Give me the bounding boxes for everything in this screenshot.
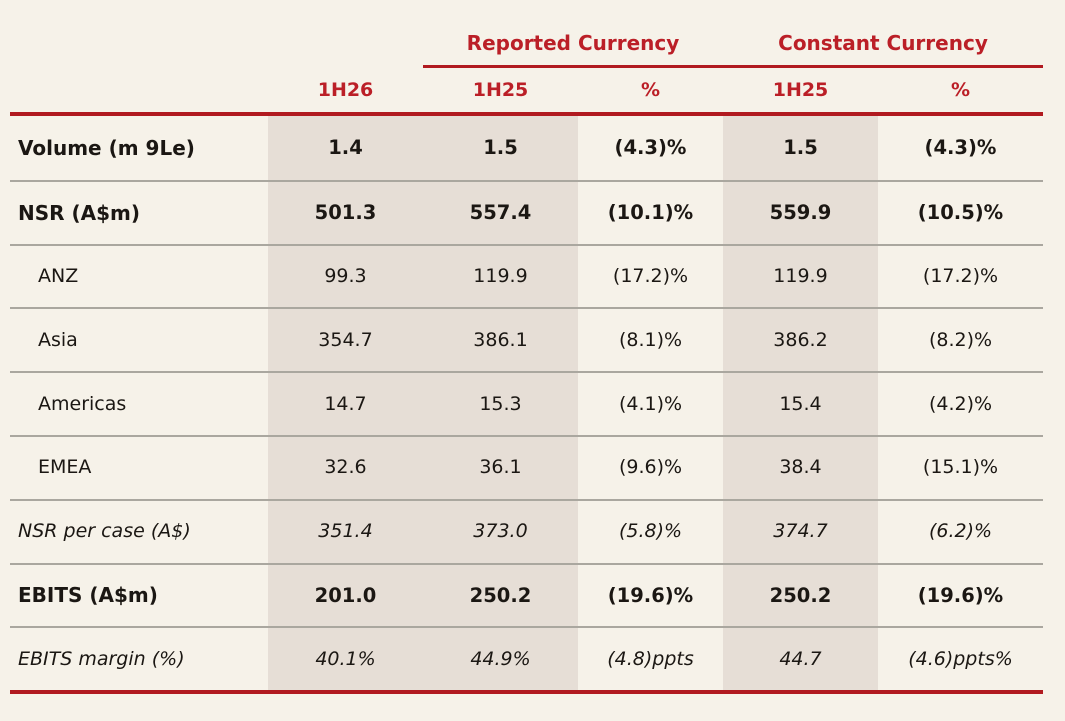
row-label: Americas [38, 392, 127, 415]
cell-reported-1h25: 557.4 [423, 181, 578, 244]
row-label: EBITS (A$m) [18, 583, 158, 608]
cell-1h26: 40.1% [268, 628, 423, 691]
row-label: NSR per case (A$) [18, 520, 191, 543]
column-header-constant-pct: % [950, 78, 971, 101]
row-label: Volume (m 9Le) [18, 135, 195, 160]
table-row-emea: EMEA 32.6 36.1 (9.6)% 38.4 (15.1)% [10, 434, 1043, 499]
column-header-row: 1H26 1H25 % 1H25 % [10, 68, 1043, 112]
table-row-ebits: EBITS (A$m) 201.0 250.2 (19.6)% 250.2 (1… [10, 562, 1043, 627]
table-row-ebits-margin: EBITS margin (%) 40.1% 44.9% (4.8)ppts 4… [10, 626, 1043, 691]
cell-reported-pct: (5.8)% [618, 520, 683, 543]
group-header-underline: Reported Currency Constant Currency [423, 20, 1043, 68]
column-header-reported-1h25: 1H25 [472, 78, 529, 101]
cell-1h26: 351.4 [268, 500, 423, 563]
cell-constant-pct: (17.2)% [922, 265, 999, 288]
cell-constant-1h25: 38.4 [723, 436, 878, 499]
row-label: EBITS margin (%) [18, 647, 185, 670]
cell-constant-1h25: 374.7 [723, 500, 878, 563]
row-label: NSR (A$m) [18, 200, 141, 225]
cell-reported-1h25: 15.3 [423, 373, 578, 435]
cell-1h26: 501.3 [268, 181, 423, 244]
bottom-rule [10, 690, 1043, 695]
group-header-spacer [10, 20, 423, 68]
cell-reported-pct: (4.8)ppts [607, 647, 694, 670]
cell-reported-pct: (4.1)% [618, 392, 683, 415]
column-header-reported-pct: % [640, 78, 661, 101]
cell-1h26: 32.6 [268, 436, 423, 499]
cell-constant-pct: (4.2)% [928, 392, 993, 415]
row-label: ANZ [38, 265, 79, 288]
cell-reported-pct: (8.1)% [618, 328, 683, 351]
column-header-constant-1h25: 1H25 [772, 78, 829, 101]
table-row-nsr-per-case: NSR per case (A$) 351.4 373.0 (5.8)% 374… [10, 498, 1043, 563]
cell-reported-1h25: 119.9 [423, 245, 578, 308]
cell-reported-pct: (19.6)% [607, 583, 694, 607]
row-label: EMEA [38, 456, 92, 479]
table-row-anz: ANZ 99.3 119.9 (17.2)% 119.9 (17.2)% [10, 243, 1043, 308]
header-divider-rule [10, 112, 1043, 116]
cell-constant-pct: (10.5)% [917, 200, 1004, 224]
cell-1h26: 1.4 [268, 116, 423, 180]
cell-constant-1h25: 15.4 [723, 373, 878, 435]
cell-reported-1h25: 44.9% [423, 628, 578, 691]
cell-1h26: 201.0 [268, 564, 423, 627]
results-table: Reported Currency Constant Currency 1H26… [10, 20, 1043, 695]
group-header-constant-currency: Constant Currency [778, 30, 988, 55]
cell-reported-pct: (9.6)% [618, 456, 683, 479]
cell-constant-1h25: 44.7 [723, 628, 878, 691]
cell-constant-pct: (15.1)% [922, 456, 999, 479]
column-header-empty [10, 68, 268, 112]
cell-reported-pct: (4.3)% [614, 136, 687, 160]
cell-reported-1h25: 373.0 [423, 500, 578, 563]
table-row-volume: Volume (m 9Le) 1.4 1.5 (4.3)% 1.5 (4.3)% [10, 116, 1043, 180]
cell-constant-1h25: 559.9 [723, 181, 878, 244]
group-header-reported-currency: Reported Currency [466, 30, 680, 55]
cell-reported-1h25: 36.1 [423, 436, 578, 499]
cell-constant-pct: (4.3)% [924, 136, 997, 160]
table-row-nsr: NSR (A$m) 501.3 557.4 (10.1)% 559.9 (10.… [10, 179, 1043, 244]
cell-reported-pct: (17.2)% [612, 265, 689, 288]
cell-constant-pct: (6.2)% [928, 520, 993, 543]
group-header-row: Reported Currency Constant Currency [10, 20, 1043, 68]
cell-constant-1h25: 119.9 [723, 245, 878, 308]
cell-reported-pct: (10.1)% [607, 200, 694, 224]
cell-reported-1h25: 386.1 [423, 309, 578, 372]
cell-constant-pct: (4.6)ppts% [908, 647, 1013, 670]
cell-1h26: 99.3 [268, 245, 423, 308]
table-row-americas: Americas 14.7 15.3 (4.1)% 15.4 (4.2)% [10, 371, 1043, 435]
cell-constant-1h25: 1.5 [723, 116, 878, 180]
cell-reported-1h25: 250.2 [423, 564, 578, 627]
cell-1h26: 14.7 [268, 373, 423, 435]
cell-constant-pct: (8.2)% [928, 328, 993, 351]
row-label: Asia [38, 328, 78, 351]
cell-1h26: 354.7 [268, 309, 423, 372]
cell-constant-1h25: 386.2 [723, 309, 878, 372]
table-row-asia: Asia 354.7 386.1 (8.1)% 386.2 (8.2)% [10, 307, 1043, 372]
cell-constant-pct: (19.6)% [917, 583, 1004, 607]
cell-constant-1h25: 250.2 [723, 564, 878, 627]
column-header-1h26: 1H26 [317, 78, 374, 101]
cell-reported-1h25: 1.5 [423, 116, 578, 180]
